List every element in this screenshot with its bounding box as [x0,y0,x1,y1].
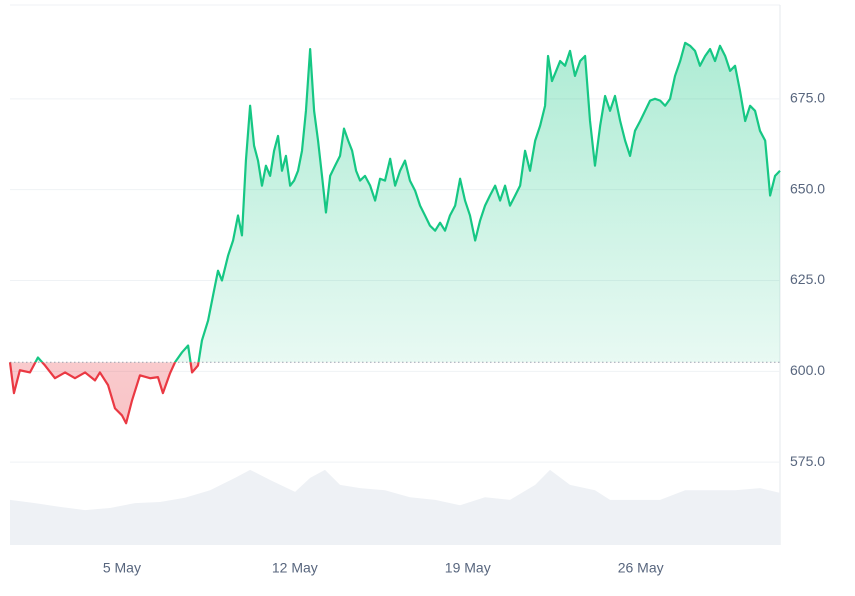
price-line-up [10,41,781,363]
area-up [35,42,780,363]
y-tick-label: 650.0 [790,180,825,196]
price-line-down [8,362,200,425]
area-down [10,362,780,424]
y-tick-label: 575.0 [790,453,825,469]
y-tick-label: 600.0 [790,362,825,378]
x-tick-label: 19 May [445,560,491,576]
volume-area [10,469,780,545]
y-tick-label: 625.0 [790,271,825,287]
x-tick-label: 12 May [272,560,318,576]
x-tick-label: 26 May [618,560,664,576]
y-tick-label: 675.0 [790,90,825,106]
x-tick-label: 5 May [103,560,141,576]
